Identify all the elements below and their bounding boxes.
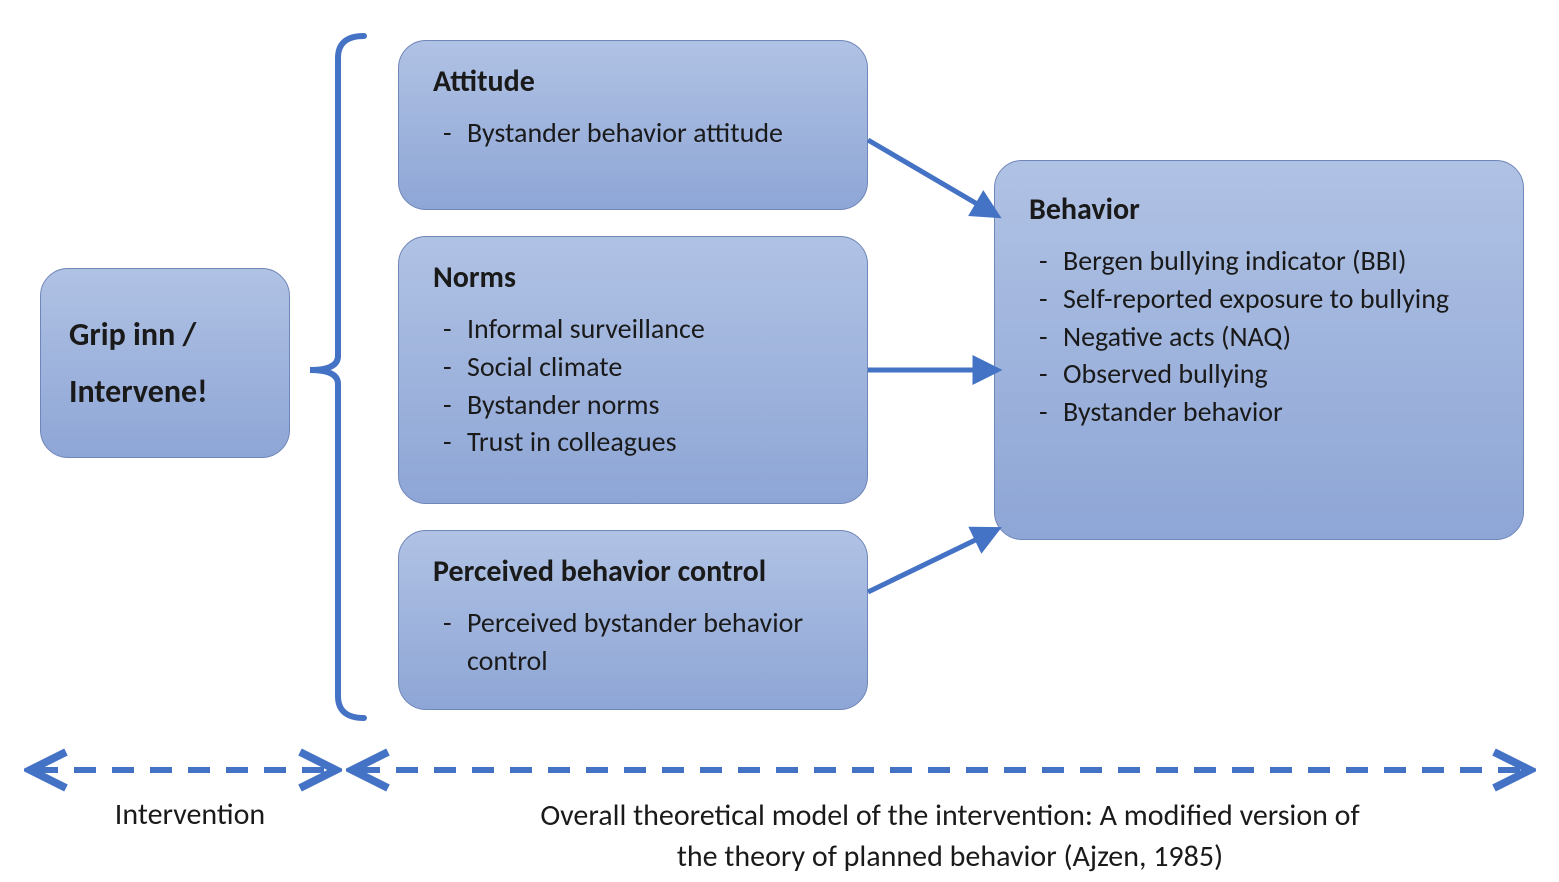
list-item: Observed bullying	[1029, 355, 1489, 393]
list-item: Trust in colleagues	[433, 423, 837, 461]
node-behavior-list: Bergen bullying indicator (BBI) Self-rep…	[1029, 242, 1489, 431]
node-pbc-title: Perceived behavior control	[433, 553, 837, 590]
list-item: Social climate	[433, 348, 837, 386]
caption-model: Overall theoretical model of the interve…	[370, 796, 1530, 877]
list-item: Self-reported exposure to bullying	[1029, 280, 1489, 318]
list-item: Perceived bystander behavior control	[433, 604, 837, 680]
diagram-canvas: Grip inn / Intervene! Attitude Bystander…	[0, 0, 1559, 882]
node-norms-list: Informal surveillance Social climate Bys…	[433, 310, 837, 461]
node-pbc-list: Perceived bystander behavior control	[433, 604, 837, 680]
node-attitude-list: Bystander behavior attitude	[433, 114, 837, 152]
node-behavior-title: Behavior	[1029, 191, 1489, 228]
list-item: Bystander behavior attitude	[433, 114, 837, 152]
node-attitude: Attitude Bystander behavior attitude	[398, 40, 868, 210]
node-attitude-title: Attitude	[433, 63, 837, 100]
node-intervene-title-2: Intervene!	[69, 372, 259, 411]
caption-model-line1: Overall theoretical model of the interve…	[370, 796, 1530, 837]
node-pbc: Perceived behavior control Perceived bys…	[398, 530, 868, 710]
caption-model-line2: the theory of planned behavior (Ajzen, 1…	[370, 837, 1530, 878]
node-behavior: Behavior Bergen bullying indicator (BBI)…	[994, 160, 1524, 540]
node-norms: Norms Informal surveillance Social clima…	[398, 236, 868, 504]
node-norms-title: Norms	[433, 259, 837, 296]
list-item: Informal surveillance	[433, 310, 837, 348]
list-item: Negative acts (NAQ)	[1029, 318, 1489, 356]
node-intervene: Grip inn / Intervene!	[40, 268, 290, 458]
caption-intervention: Intervention	[60, 796, 320, 833]
list-item: Bystander norms	[433, 386, 837, 424]
node-intervene-title-1: Grip inn /	[69, 315, 259, 354]
list-item: Bystander behavior	[1029, 393, 1489, 431]
list-item: Bergen bullying indicator (BBI)	[1029, 242, 1489, 280]
